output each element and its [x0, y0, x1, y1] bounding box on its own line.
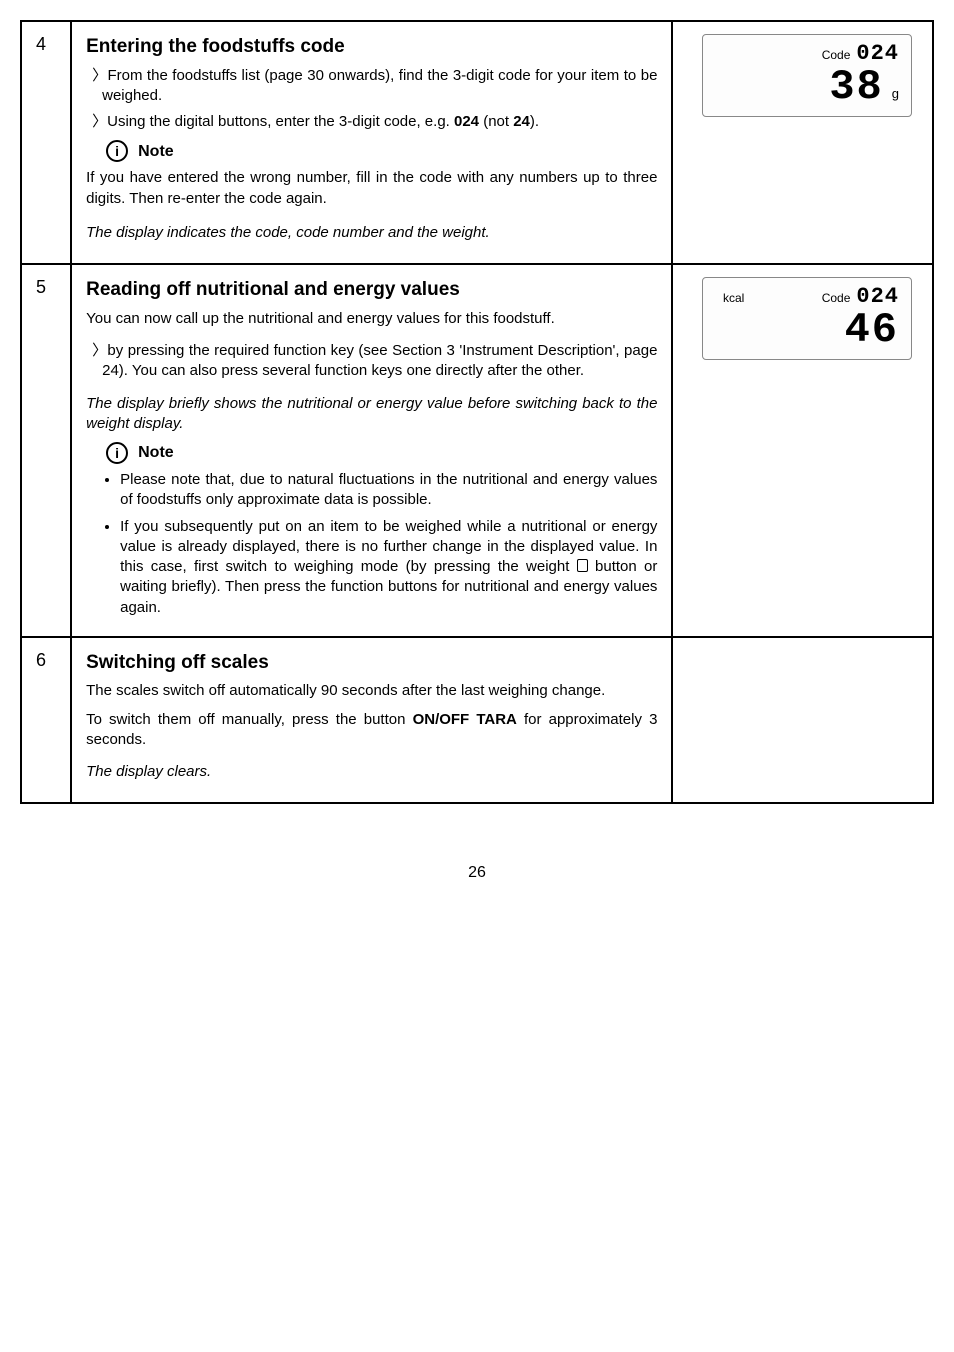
step-number: 5 [21, 264, 71, 637]
step-result: The display indicates the code, code num… [86, 223, 657, 243]
code-label: Code [822, 291, 851, 305]
step-item: 〉From the foodstuffs list (page 30 onwar… [86, 66, 657, 107]
lcd-main-value: 46 [845, 309, 899, 351]
step-mid-italic: The display briefly shows the nutritiona… [86, 394, 657, 435]
step-heading: Reading off nutritional and energy value… [86, 277, 657, 303]
step-item: 〉Using the digital buttons, enter the 3-… [86, 112, 657, 132]
lcd-display: kcal Code 024 46 [702, 277, 912, 360]
table-row: 5 Reading off nutritional and energy val… [21, 264, 933, 637]
step-heading: Switching off scales [86, 650, 657, 676]
lcd-bottom-row: 38 g [715, 66, 899, 108]
note-label: Note [138, 141, 174, 163]
step-lead: You can now call up the nutritional and … [86, 309, 657, 329]
lcd-main-value: 38 [829, 66, 883, 108]
info-icon: i [106, 442, 128, 464]
step-item: 〉by pressing the required function key (… [86, 341, 657, 382]
display-cell: kcal Code 024 46 [672, 264, 933, 637]
step-body-line: To switch them off manually, press the b… [86, 710, 657, 751]
note-body: If you have entered the wrong number, fi… [86, 168, 657, 209]
page-number: 26 [20, 864, 934, 882]
kcal-label: kcal [723, 291, 744, 305]
step-number: 4 [21, 21, 71, 264]
info-icon: i [106, 140, 128, 162]
step-number: 6 [21, 637, 71, 804]
display-cell: Code 024 38 g [672, 21, 933, 264]
display-cell [672, 637, 933, 804]
note-bullet-list: Please note that, due to natural fluctua… [86, 470, 657, 618]
table-row: 4 Entering the foodstuffs code 〉From the… [21, 21, 933, 264]
unit-label: g [892, 86, 899, 105]
step-result: The display clears. [86, 762, 657, 782]
note-row: i Note [106, 442, 657, 464]
weight-button-icon [577, 559, 588, 572]
step-content: Switching off scales The scales switch o… [71, 637, 672, 804]
lcd-display: Code 024 38 g [702, 34, 912, 117]
step-content: Reading off nutritional and energy value… [71, 264, 672, 637]
step-content: Entering the foodstuffs code 〉From the f… [71, 21, 672, 264]
list-item: Please note that, due to natural fluctua… [120, 470, 657, 511]
step-body-line: The scales switch off automatically 90 s… [86, 681, 657, 701]
table-row: 6 Switching off scales The scales switch… [21, 637, 933, 804]
lcd-bottom-row: 46 [715, 309, 899, 351]
note-label: Note [138, 442, 174, 464]
list-item: If you subsequently put on an item to be… [120, 517, 657, 618]
step-heading: Entering the foodstuffs code [86, 34, 657, 60]
code-label: Code [822, 48, 851, 62]
instruction-table: 4 Entering the foodstuffs code 〉From the… [20, 20, 934, 804]
note-row: i Note [106, 140, 657, 162]
